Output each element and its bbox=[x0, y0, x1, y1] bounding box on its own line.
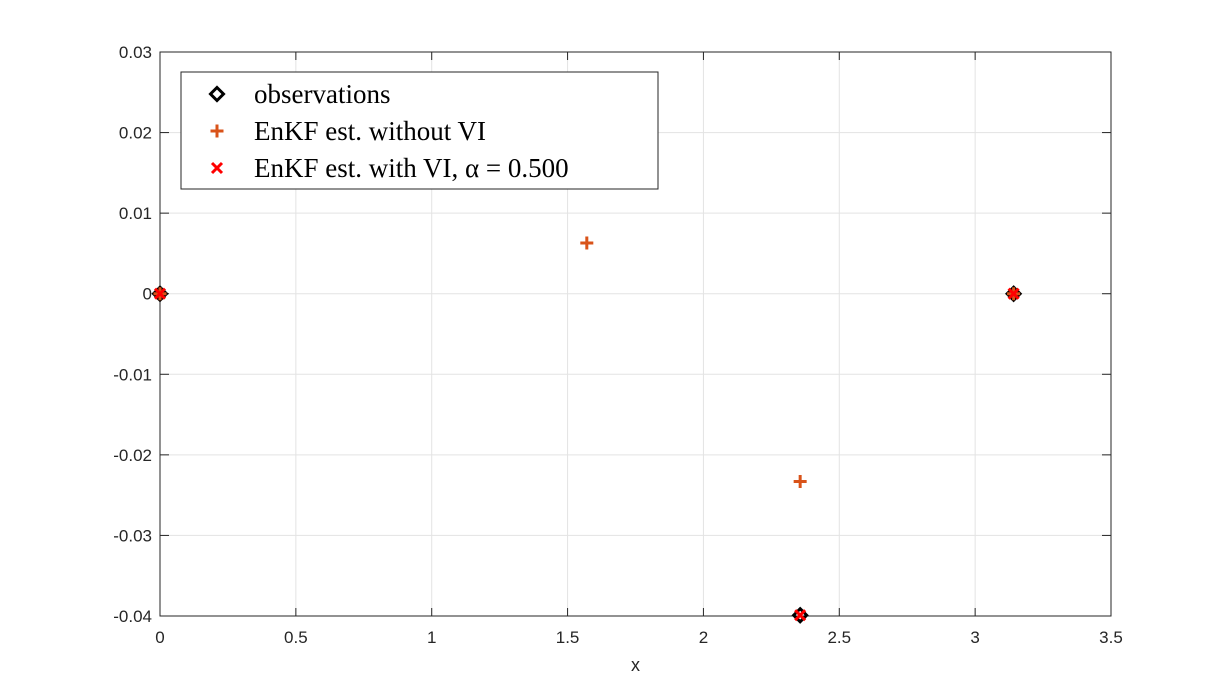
y-tick-label: 0.03 bbox=[119, 43, 152, 62]
legend-label: EnKF est. without VI bbox=[254, 116, 486, 146]
legend: observations EnKF est. without VI EnKF est… bbox=[180, 71, 659, 190]
y-tick-label: -0.01 bbox=[113, 365, 152, 384]
legend-label: observations bbox=[254, 79, 390, 109]
legend-box bbox=[180, 71, 659, 190]
legend-label: EnKF est. with VI, α = 0.500 bbox=[254, 153, 569, 183]
x-axis-label: x bbox=[631, 655, 640, 675]
y-tick-label: 0.02 bbox=[119, 124, 152, 143]
legend-entry: EnKF est. with VI, α = 0.500 bbox=[210, 153, 569, 183]
x-tick-label: 0 bbox=[155, 628, 164, 647]
grid-lines bbox=[159, 51, 1112, 617]
x-tick-label: 1.5 bbox=[556, 628, 580, 647]
x-tick-label: 3 bbox=[970, 628, 979, 647]
x-tick-label: 2 bbox=[699, 628, 708, 647]
legend-entry: EnKF est. without VI bbox=[210, 116, 486, 146]
data-point-plus bbox=[793, 474, 807, 488]
legend-marker-plus bbox=[210, 124, 224, 138]
plot-area-frame bbox=[159, 51, 1112, 617]
data-point-plus bbox=[580, 236, 594, 250]
x-tick-label: 2.5 bbox=[827, 628, 851, 647]
y-tick-label: 0 bbox=[143, 285, 152, 304]
y-tick-label: -0.02 bbox=[113, 446, 152, 465]
x-tick-labels: 0 0.5 1 1.5 2 2.5 3 3.5 bbox=[155, 628, 1123, 647]
series-plus-group bbox=[153, 236, 1021, 488]
data-point-x bbox=[1007, 287, 1020, 300]
legend-entry: observations bbox=[208, 79, 390, 109]
x-tick-label: 0.5 bbox=[284, 628, 308, 647]
data-point-x bbox=[153, 287, 167, 300]
data-point-x bbox=[794, 609, 807, 622]
legend-marker-diamond bbox=[208, 85, 226, 103]
y-tick-label: 0.01 bbox=[119, 204, 152, 223]
legend-marker-x bbox=[210, 161, 224, 175]
x-tick-label: 3.5 bbox=[1099, 628, 1123, 647]
y-tick-labels: -0.04 -0.03 -0.02 -0.01 0 0.01 0.02 0.03 bbox=[113, 43, 152, 626]
y-tick-label: -0.04 bbox=[113, 607, 152, 626]
data-marks bbox=[151, 236, 1023, 624]
legend-entries: observations EnKF est. without VI EnKF est… bbox=[208, 79, 569, 183]
axis-ticks bbox=[159, 51, 1112, 617]
series-x-group bbox=[153, 287, 1020, 622]
data-point-diamond bbox=[791, 606, 809, 624]
x-tick-label: 1 bbox=[427, 628, 436, 647]
y-tick-label: -0.03 bbox=[113, 526, 152, 545]
